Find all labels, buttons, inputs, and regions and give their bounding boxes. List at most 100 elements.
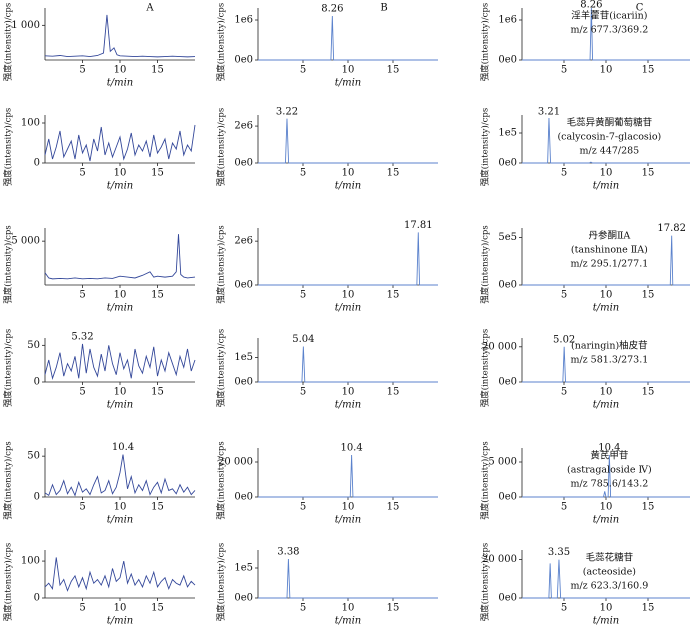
y-tick-label: 0 — [34, 492, 40, 503]
x-tick-label: 10 — [600, 502, 613, 513]
x-tick-label: 5 — [561, 65, 567, 76]
x-tick-label: 15 — [151, 387, 164, 398]
trace — [258, 15, 438, 61]
x-axis-label: t/min — [107, 515, 134, 526]
compound-note: m/z 295.1/277.1 — [570, 259, 648, 270]
trace — [258, 346, 438, 383]
x-tick-label: 15 — [151, 603, 164, 614]
compound-note: 毛蕊花糖苷 — [586, 552, 634, 564]
x-tick-label: 10 — [114, 290, 127, 301]
y-axis-label: 强度(intensity)/cps — [3, 441, 14, 519]
peak-label: 8.26 — [321, 4, 343, 15]
x-tick-label: 10 — [600, 290, 613, 301]
y-tick-label: 2e6 — [234, 121, 253, 132]
peak-label: 17.82 — [657, 223, 686, 234]
trace — [44, 124, 196, 162]
compound-note: (naringin)柚皮苷 — [571, 340, 648, 352]
x-tick-label: 10 — [114, 65, 127, 76]
trace — [258, 118, 438, 164]
y-tick-label: 20 000 — [482, 341, 517, 352]
y-tick-label: 20 000 — [218, 457, 253, 468]
x-axis-label: t/min — [107, 78, 134, 89]
x-tick-label: 10 — [114, 387, 127, 398]
compound-note: (acteoside) — [583, 567, 636, 578]
x-tick-label: 5 — [79, 502, 85, 513]
y-tick-label: 0e0 — [234, 280, 253, 291]
panel-label: C — [636, 3, 644, 14]
y-axis-label: 强度(intensity)/cps — [216, 543, 227, 621]
x-tick-label: 15 — [151, 65, 164, 76]
trace — [258, 454, 438, 498]
trace — [522, 559, 690, 599]
x-tick-label: 5 — [300, 168, 306, 179]
x-tick-label: 5 — [561, 502, 567, 513]
y-tick-label: 0e0 — [498, 280, 517, 291]
x-tick-label: 15 — [387, 168, 400, 179]
y-axis-label: 强度(intensity)/cps — [480, 3, 491, 81]
x-tick-label: 15 — [642, 65, 655, 76]
x-axis-label: t/min — [593, 515, 620, 526]
y-axis-label: 强度(intensity)/cps — [216, 3, 227, 81]
y-axis-label: 强度(intensity)/cps — [3, 329, 14, 407]
y-tick-label: 0e0 — [234, 55, 253, 66]
compound-note: (calycosin-7-glacosio) — [557, 132, 661, 143]
trace — [44, 557, 196, 592]
compound-note: m/z 785.6/143.2 — [570, 479, 648, 490]
y-tick-label: 0e0 — [234, 492, 253, 503]
compound-note: 丹参酮ⅡA — [588, 230, 630, 242]
panel-label: B — [380, 3, 387, 14]
x-tick-label: 15 — [642, 290, 655, 301]
x-tick-label: 5 — [79, 168, 85, 179]
trace — [44, 454, 196, 497]
x-axis-label: t/min — [335, 400, 362, 411]
compound-note: 淫羊藿苷(icariin) — [571, 10, 647, 22]
y-axis-label: 强度(intensity)/cps — [3, 543, 14, 621]
y-axis-label: 强度(intensity)/cps — [216, 225, 227, 303]
y-tick-label: 100 — [21, 118, 40, 129]
compound-note: 黄芪甲苷 — [590, 450, 628, 462]
y-tick-label: 1e5 — [234, 352, 253, 363]
peak-label: 10.4 — [340, 443, 362, 454]
x-tick-label: 10 — [342, 290, 355, 301]
x-tick-label: 5 — [561, 290, 567, 301]
peak-label: 17.81 — [404, 220, 433, 231]
compound-note: m/z 447/285 — [580, 146, 640, 157]
x-axis-label: t/min — [107, 181, 134, 192]
x-tick-label: 10 — [600, 168, 613, 179]
y-tick-label: 0e0 — [234, 158, 253, 169]
trace — [522, 235, 690, 286]
peak-label: 3.35 — [548, 547, 570, 558]
y-tick-label: 0e0 — [498, 55, 517, 66]
y-tick-label: 5 000 — [488, 457, 517, 468]
y-axis-label: 强度(intensity)/cps — [480, 225, 491, 303]
peak-label: 5.32 — [71, 331, 93, 342]
compound-note: 毛蕊异黄酮葡萄糖苷 — [567, 117, 653, 129]
y-axis-label: 强度(intensity)/cps — [480, 329, 491, 407]
y-tick-label: 2e6 — [234, 236, 253, 247]
x-tick-label: 10 — [342, 387, 355, 398]
x-tick-label: 10 — [600, 603, 613, 614]
y-axis-label: 强度(intensity)/cps — [3, 225, 14, 303]
x-tick-label: 5 — [300, 65, 306, 76]
peak-label: 10.4 — [112, 442, 134, 453]
x-tick-label: 5 — [79, 387, 85, 398]
y-axis-label: 强度(intensity)/cps — [216, 108, 227, 186]
x-tick-label: 15 — [151, 502, 164, 513]
panel-label: A — [145, 3, 154, 14]
trace — [44, 14, 196, 58]
y-tick-label: 100 — [21, 556, 40, 567]
y-tick-label: 0e0 — [498, 492, 517, 503]
x-tick-label: 5 — [561, 387, 567, 398]
x-tick-label: 15 — [387, 502, 400, 513]
trace — [258, 558, 438, 599]
x-tick-label: 15 — [387, 387, 400, 398]
peak-label: 3.22 — [276, 107, 298, 118]
x-tick-label: 5 — [300, 603, 306, 614]
y-axis-label: 强度(intensity)/cps — [480, 441, 491, 519]
y-tick-label: 1e6 — [234, 15, 253, 26]
x-tick-label: 10 — [600, 65, 613, 76]
x-tick-label: 15 — [387, 65, 400, 76]
y-tick-label: 20 000 — [482, 554, 517, 565]
y-axis-label: 强度(intensity)/cps — [480, 543, 491, 621]
